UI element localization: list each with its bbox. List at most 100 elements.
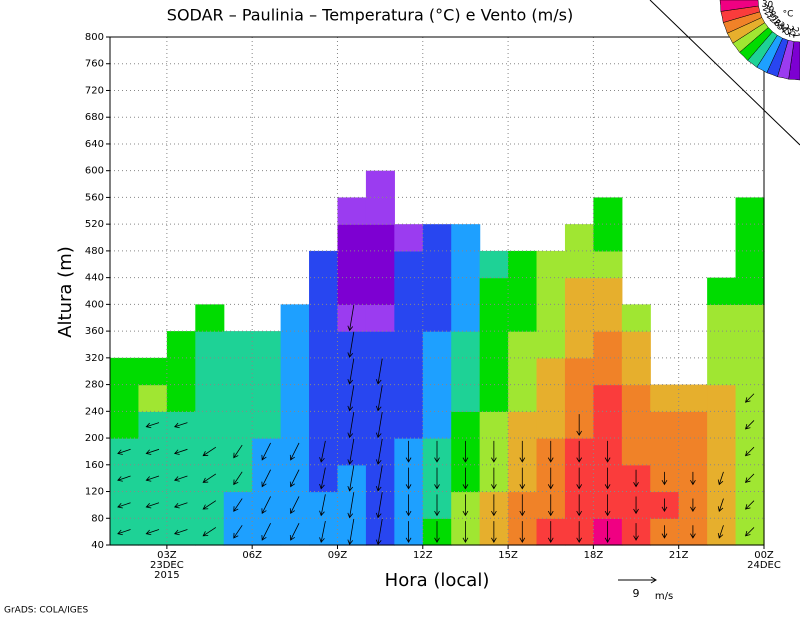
contour-cell [195, 357, 225, 386]
colorbar-unit: °C [783, 10, 794, 20]
colorbar-segment [747, 31, 778, 68]
x-tick-label: 06Z [242, 550, 262, 561]
contour-cell [280, 357, 310, 386]
contour-cell [394, 331, 424, 359]
contour-cell [451, 250, 481, 279]
contour-cell [678, 411, 708, 439]
contour-cell [479, 357, 509, 386]
contour-cell [508, 331, 538, 359]
contour-cell [138, 357, 168, 386]
contour-cell [394, 304, 424, 332]
contour-cell [707, 411, 737, 439]
contour-cell [564, 277, 594, 305]
x-tick-label: 03Z 23DEC 2015 [150, 550, 184, 581]
contour-cell [707, 438, 737, 466]
colorbar-segment [722, 11, 763, 34]
contour-cell [707, 357, 737, 386]
contour-cell [735, 464, 765, 493]
wind-column [145, 422, 160, 536]
contour-cell [621, 331, 651, 359]
wind-column [347, 305, 355, 546]
contour-cell [650, 438, 680, 466]
contour-cell [621, 357, 651, 386]
contour-cell [394, 384, 424, 412]
contour-cell [735, 438, 765, 466]
contour-cell [678, 438, 708, 466]
contour-cell [280, 304, 310, 332]
wind-column [173, 422, 188, 536]
contour-cell [223, 357, 253, 386]
wind-column [202, 446, 217, 537]
y-tick-label: 520 [85, 219, 104, 230]
wind-column [434, 440, 440, 543]
wind-column [519, 440, 526, 543]
contour-cell [593, 197, 623, 225]
contour-cell [195, 491, 225, 519]
contour-cell [479, 304, 509, 332]
y-tick-label: 200 [85, 433, 104, 444]
contour-cell [422, 250, 452, 279]
colorbar-segment [766, 37, 789, 78]
contour-cell [252, 384, 282, 412]
contour-cell [479, 384, 509, 412]
contour-cell [621, 438, 651, 466]
colorbar-label: 28 [762, 7, 777, 21]
wind-column [233, 444, 243, 539]
contour-cell [252, 464, 282, 493]
contour-cell [536, 250, 566, 279]
contour-cell [195, 518, 225, 546]
y-tick-label: 640 [85, 139, 104, 150]
contour-cell [223, 518, 253, 546]
contour-cell [422, 224, 452, 252]
y-tick-label: 800 [85, 32, 104, 43]
contour-cell [394, 224, 424, 252]
colorbar-label: 23 [779, 23, 793, 38]
contour-cell [621, 304, 651, 332]
contour-cell [735, 304, 765, 332]
contour-cell [394, 357, 424, 386]
contour-cell [451, 331, 481, 359]
contour-cell [735, 518, 765, 546]
contour-cell [564, 357, 594, 386]
contour-field [110, 170, 765, 546]
contour-cell [280, 331, 310, 359]
y-tick-label: 240 [85, 406, 104, 417]
wind-key-arrow [618, 576, 657, 584]
contour-cell [252, 518, 282, 546]
contour-cell [593, 331, 623, 359]
x-tick-label: 18Z [584, 550, 604, 561]
contour-cell [337, 277, 367, 305]
contour-cell [593, 224, 623, 252]
contour-cell [309, 357, 339, 386]
contour-cell [309, 250, 339, 279]
contour-cell [365, 224, 395, 252]
contour-cell [735, 331, 765, 359]
contour-cell [678, 384, 708, 412]
colorbar-label: 22 [784, 25, 797, 39]
contour-cell [280, 438, 310, 466]
contour-cell [621, 411, 651, 439]
contour-cell [422, 357, 452, 386]
contour-cell [508, 411, 538, 439]
contour-cell [707, 304, 737, 332]
contour-cell [365, 304, 395, 332]
contour-cell [593, 357, 623, 386]
y-tick-label: 160 [85, 460, 104, 471]
wind-column [547, 440, 554, 543]
y-tick-label: 720 [85, 85, 104, 96]
contour-cell [508, 357, 538, 386]
contour-cell [166, 384, 196, 412]
contour-cell [451, 411, 481, 439]
contour-cell [309, 411, 339, 439]
contour-cell [621, 384, 651, 412]
contour-cell [195, 384, 225, 412]
contour-cell [735, 197, 765, 225]
contour-cell [166, 357, 196, 386]
contour-cell [110, 357, 140, 386]
contour-cell [365, 197, 395, 225]
chart-title: SODAR – Paulinia – Temperatura (°C) e Ve… [167, 6, 573, 25]
contour-cell [479, 411, 509, 439]
contour-cell [536, 304, 566, 332]
contour-cell [337, 224, 367, 252]
